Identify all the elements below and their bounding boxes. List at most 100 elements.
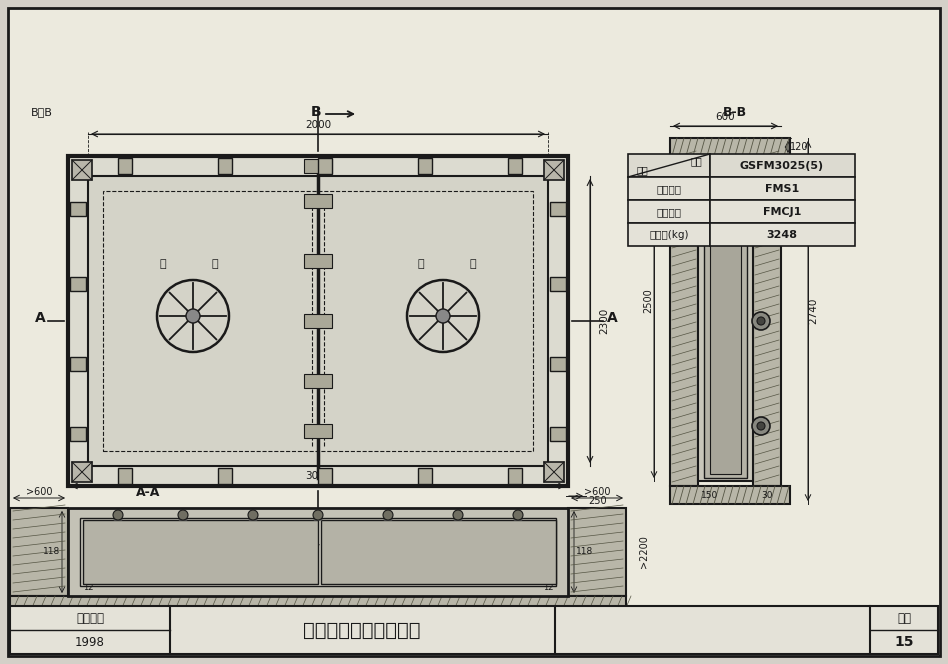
Bar [70, 427, 86, 441]
Bar [318, 158, 332, 174]
Text: 2500: 2500 [643, 289, 653, 313]
Text: 钢结构双扇防护密闭门: 钢结构双扇防护密闭门 [303, 620, 421, 639]
Text: 关: 关 [211, 259, 218, 269]
Bar [628, 200, 710, 223]
Bar [544, 160, 564, 180]
Text: 30: 30 [761, 491, 773, 501]
Text: 250: 250 [589, 496, 608, 506]
Text: B-B: B-B [723, 106, 747, 118]
Bar [418, 158, 432, 174]
Bar [304, 194, 332, 208]
Text: 1620: 1620 [427, 639, 449, 649]
Polygon shape [114, 514, 122, 520]
Circle shape [436, 309, 450, 323]
Bar [304, 254, 332, 268]
Bar [68, 508, 568, 596]
Text: 15: 15 [894, 635, 914, 649]
Bar [83, 520, 318, 584]
Circle shape [752, 207, 770, 225]
Bar [710, 200, 855, 223]
Bar [550, 427, 566, 441]
Text: 500: 500 [637, 191, 655, 201]
Text: 页次: 页次 [897, 612, 911, 625]
Bar [304, 314, 332, 328]
Text: ø20/R60: ø20/R60 [757, 201, 793, 210]
Bar [670, 156, 698, 486]
Text: FMCJ1: FMCJ1 [763, 207, 801, 217]
Polygon shape [384, 514, 392, 520]
Text: A-A: A-A [136, 485, 160, 499]
Text: 600: 600 [715, 112, 735, 122]
Text: 118: 118 [576, 548, 593, 556]
Bar [304, 159, 332, 173]
Bar [72, 462, 92, 482]
Text: >600: >600 [26, 487, 52, 497]
Circle shape [453, 510, 463, 520]
Text: B一B: B一B [31, 107, 53, 117]
Text: 120: 120 [790, 142, 809, 152]
Bar [70, 357, 86, 371]
Polygon shape [454, 514, 462, 520]
Text: B: B [311, 105, 321, 119]
Bar [80, 518, 556, 586]
Text: 开: 开 [469, 259, 476, 269]
Circle shape [752, 417, 770, 435]
Bar [10, 508, 68, 596]
Circle shape [757, 212, 765, 220]
Text: 1620: 1620 [187, 639, 210, 649]
Bar [628, 154, 710, 177]
Bar [753, 156, 781, 486]
Bar [710, 223, 855, 246]
Text: 参数: 参数 [636, 165, 647, 175]
Circle shape [752, 312, 770, 330]
Bar [72, 160, 92, 180]
Bar [568, 508, 626, 596]
Bar [218, 158, 232, 174]
Text: A: A [35, 311, 46, 325]
Text: 2300: 2300 [599, 308, 609, 334]
Bar [628, 223, 710, 246]
Bar [710, 154, 855, 177]
Text: 3248: 3248 [767, 230, 797, 240]
Text: 闭锁图号: 闭锁图号 [657, 184, 682, 194]
Bar [628, 177, 710, 200]
Text: FMS1: FMS1 [765, 184, 799, 194]
Bar [218, 468, 232, 484]
Bar [321, 520, 556, 584]
Bar [304, 374, 332, 388]
Bar [10, 606, 938, 654]
Bar [550, 277, 566, 291]
Text: 总质量(kg): 总质量(kg) [649, 230, 689, 240]
Bar [710, 168, 741, 474]
Bar [118, 158, 132, 174]
Text: A: A [607, 311, 617, 325]
Text: 型号: 型号 [690, 156, 702, 166]
Bar [418, 468, 432, 484]
Text: B: B [311, 517, 321, 531]
Polygon shape [514, 514, 522, 520]
Text: 关: 关 [418, 259, 425, 269]
Bar [320, 178, 546, 464]
Circle shape [186, 309, 200, 323]
Bar [304, 424, 332, 438]
Text: 12: 12 [543, 584, 554, 592]
Circle shape [383, 510, 393, 520]
Circle shape [248, 510, 258, 520]
Text: 12: 12 [82, 584, 93, 592]
Bar [68, 156, 568, 486]
Bar [318, 468, 332, 484]
Bar [550, 202, 566, 216]
Text: 200: 200 [79, 623, 96, 633]
Bar [704, 164, 747, 478]
Circle shape [113, 510, 123, 520]
Bar [90, 178, 316, 464]
Polygon shape [314, 514, 322, 520]
Circle shape [513, 510, 523, 520]
Bar [118, 468, 132, 484]
Text: 176: 176 [309, 544, 327, 554]
Text: 选用图集: 选用图集 [76, 612, 104, 625]
Circle shape [757, 422, 765, 430]
Text: >2200: >2200 [639, 536, 649, 568]
Text: 3000: 3000 [305, 471, 331, 481]
Bar [670, 486, 790, 504]
